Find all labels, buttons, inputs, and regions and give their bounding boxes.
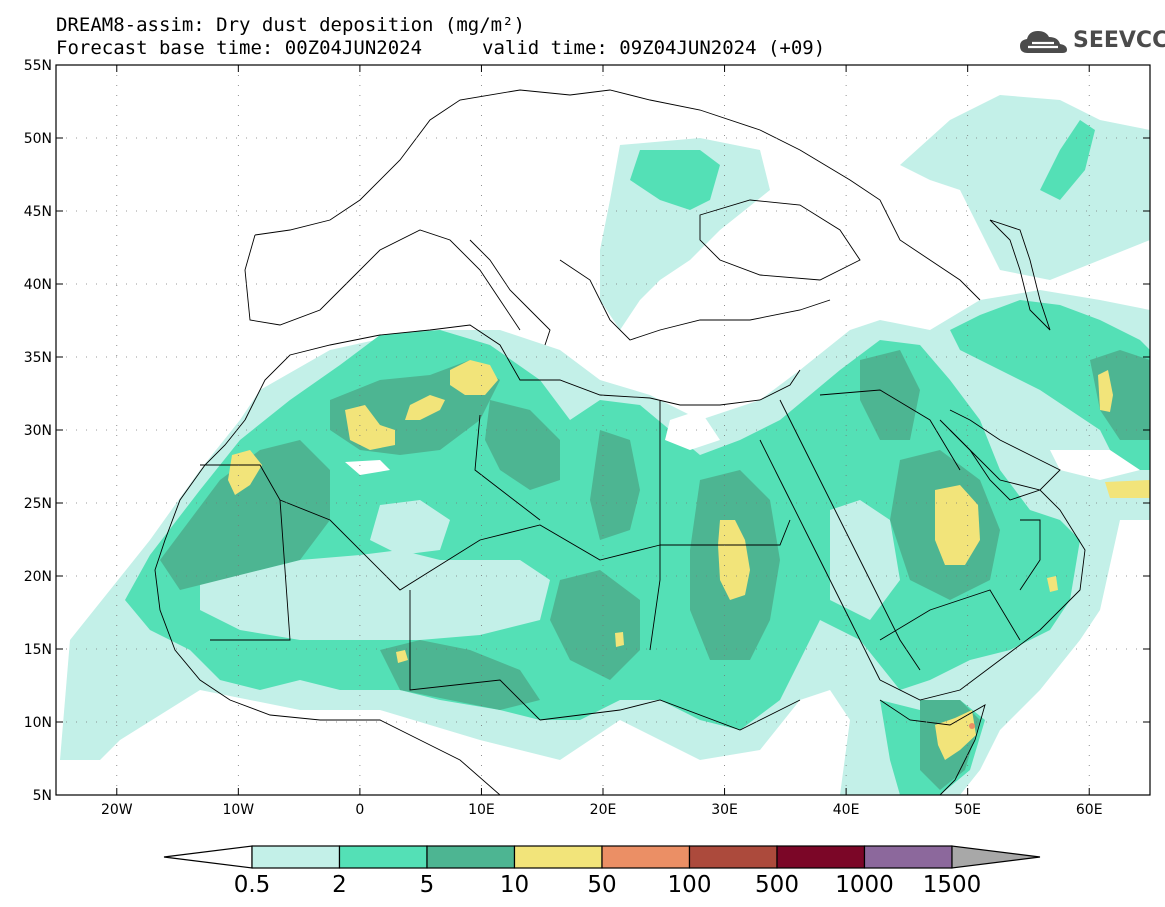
dust-area-light xyxy=(370,500,450,555)
lon-label: 10E xyxy=(468,802,495,818)
lat-label: 25N xyxy=(24,496,52,512)
dust-area-light xyxy=(200,550,550,640)
dust-area-high xyxy=(450,360,498,395)
lat-label: 10N xyxy=(24,715,52,731)
lat-label: 30N xyxy=(24,423,52,439)
no-dust-area xyxy=(345,460,390,475)
colorbar: 0.5 2 5 10 50 100 500 1000 1500 xyxy=(163,845,1041,898)
dust-area-high xyxy=(718,520,750,600)
lat-label: 50N xyxy=(24,131,52,147)
lat-label: 55N xyxy=(24,58,52,74)
lon-label: 60E xyxy=(1076,802,1103,818)
colorbar-label: 10 xyxy=(500,872,529,898)
lat-label: 35N xyxy=(24,350,52,366)
colorbar-segment xyxy=(251,845,341,869)
coastlines xyxy=(154,89,1086,795)
lon-label: 0 xyxy=(355,802,364,818)
lat-label: 5N xyxy=(33,788,52,804)
colorbar-segment xyxy=(338,845,428,869)
valid-time: valid time: 09Z04JUN2024 (+09) xyxy=(482,37,826,59)
longitude-axis: 20W 10W 0 10E 20E 30E 40E 50E 60E xyxy=(101,65,1103,818)
dust-area-light xyxy=(900,95,1150,280)
lon-label: 10W xyxy=(222,802,254,818)
colorbar-label: 1000 xyxy=(835,872,894,898)
dust-area-dark xyxy=(860,350,920,440)
dust-area-high xyxy=(935,485,980,565)
lat-label: 20N xyxy=(24,569,52,585)
dust-area-dark xyxy=(380,640,540,710)
lon-label: 50E xyxy=(954,802,981,818)
colorbar-under-triangle xyxy=(163,845,253,869)
lat-label: 45N xyxy=(24,204,52,220)
dust-area-high xyxy=(1047,576,1058,592)
dust-area-light xyxy=(830,500,900,620)
colorbar-segment xyxy=(513,845,603,869)
dust-area-dark xyxy=(160,440,330,590)
no-dust-area xyxy=(665,410,720,450)
dust-area-high xyxy=(935,710,976,760)
colorbar-segment xyxy=(426,845,516,869)
dust-area-high xyxy=(345,405,395,450)
dust-area-high xyxy=(1105,480,1150,498)
colorbar-label: 0.5 xyxy=(234,872,271,898)
colorbar-label: 100 xyxy=(668,872,712,898)
dust-area-high xyxy=(405,395,445,420)
dust-area-medium xyxy=(630,150,720,210)
colorbar-label: 1500 xyxy=(923,872,982,898)
colorbar-segment xyxy=(776,845,866,869)
dust-field xyxy=(60,95,1150,795)
dust-area-dark xyxy=(550,570,640,680)
lat-label: 15N xyxy=(24,642,52,658)
dust-area-peak xyxy=(969,723,975,729)
colorbar-segment xyxy=(688,845,778,869)
dust-area-high xyxy=(615,632,624,647)
colorbar-segment xyxy=(863,845,953,869)
lon-label: 40E xyxy=(833,802,860,818)
dust-area-medium xyxy=(1040,120,1095,200)
dust-area-dark xyxy=(485,400,560,490)
colorbar-over-triangle xyxy=(951,845,1041,869)
no-dust-area xyxy=(1050,450,1140,480)
latitude-axis: 55N 50N 45N 40N 35N 30N 25N 20N 15N 10N 5N xyxy=(24,58,1150,804)
logo-text: SEEVCCC xyxy=(1073,28,1165,53)
lon-label: 30E xyxy=(711,802,738,818)
colorbar-segment xyxy=(601,845,691,869)
colorbar-label: 50 xyxy=(587,872,616,898)
dust-area-high xyxy=(396,650,408,663)
dust-area-high xyxy=(228,450,262,495)
dust-area-medium xyxy=(950,300,1150,470)
forecast-base-time: Forecast base time: 00Z04JUN2024 xyxy=(56,37,423,59)
dust-area-high xyxy=(1098,370,1113,412)
dust-area-dark xyxy=(590,430,640,540)
map-title: DREAM8-assim: Dry dust deposition (mg/m²… xyxy=(56,14,525,36)
colorbar-label: 500 xyxy=(755,872,799,898)
colorbar-label: 2 xyxy=(332,872,347,898)
lat-label: 40N xyxy=(24,277,52,293)
lon-label: 20E xyxy=(590,802,617,818)
colorbar-label: 5 xyxy=(420,872,435,898)
cloud-icon xyxy=(1020,31,1067,53)
lon-label: 20W xyxy=(101,802,133,818)
